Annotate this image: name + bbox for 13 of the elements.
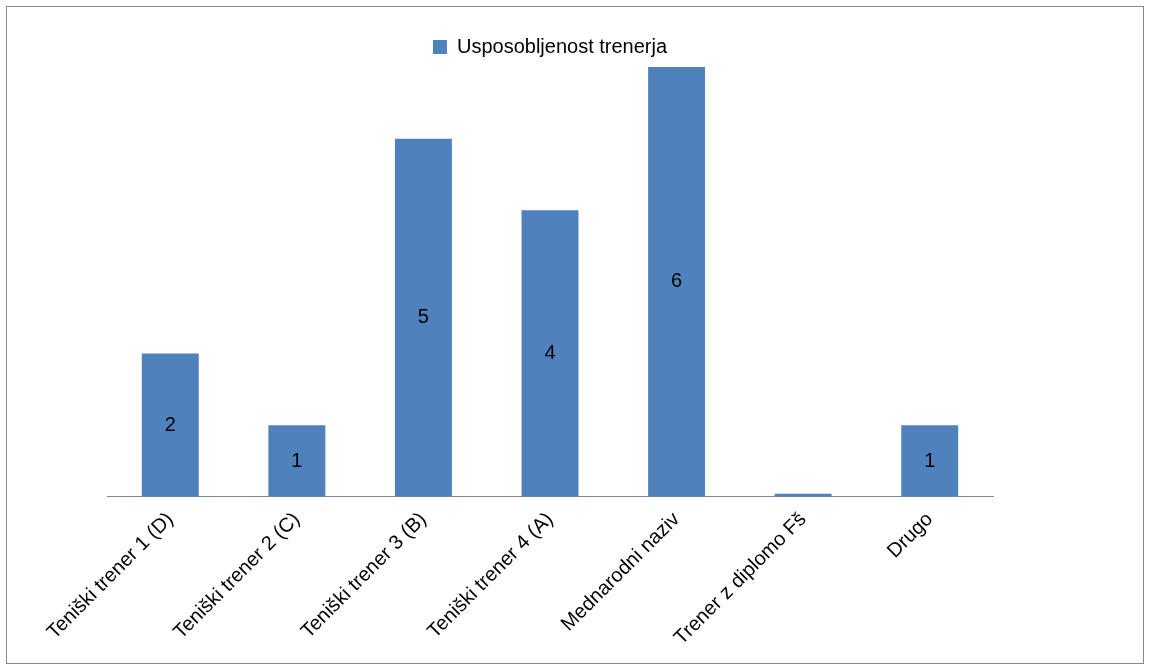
- data-label: 1: [291, 448, 303, 471]
- bar: [521, 210, 579, 497]
- data-label: 6: [671, 269, 683, 292]
- data-label: 4: [544, 341, 556, 364]
- data-label: 2: [164, 412, 176, 435]
- data-label: 5: [417, 305, 429, 328]
- bar: [648, 67, 706, 497]
- legend-label: Usposobljenost trenerja: [456, 34, 668, 57]
- data-label: 1: [924, 448, 936, 471]
- bar: [901, 425, 959, 497]
- bar: [394, 138, 452, 497]
- bar: [268, 425, 326, 497]
- bar: [141, 353, 199, 497]
